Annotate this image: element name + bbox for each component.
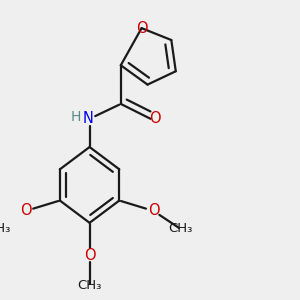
Text: O: O [149, 111, 161, 126]
Text: O: O [148, 203, 159, 218]
Text: CH₃: CH₃ [77, 279, 102, 292]
Text: CH₃: CH₃ [168, 222, 192, 235]
Text: O: O [20, 203, 32, 218]
Text: CH₃: CH₃ [0, 222, 11, 235]
Text: O: O [136, 21, 147, 36]
Text: H: H [71, 110, 81, 124]
Text: N: N [83, 111, 94, 126]
Text: O: O [84, 248, 95, 263]
